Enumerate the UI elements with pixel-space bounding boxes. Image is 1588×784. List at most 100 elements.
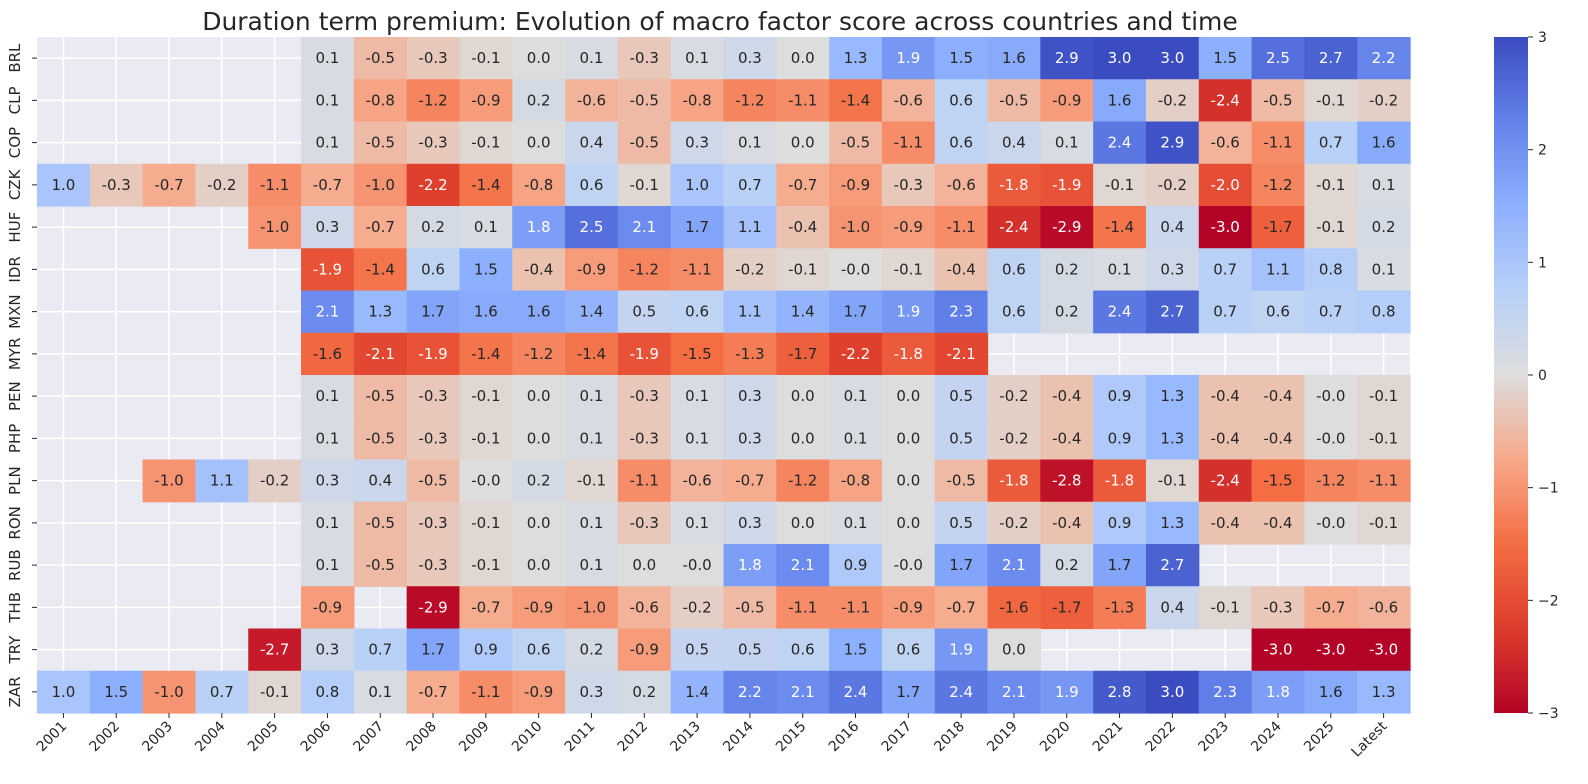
cell-label: -1.7 <box>788 345 817 363</box>
heatmap-cell <box>406 248 461 292</box>
heatmap-cell <box>670 417 725 461</box>
cell-label: 0.1 <box>316 134 340 152</box>
cell-label: 1.3 <box>844 49 868 67</box>
cell-label: 2.4 <box>949 683 973 701</box>
heatmap-cell <box>723 501 777 545</box>
cell-label: -0.4 <box>788 218 817 236</box>
heatmap-cell <box>459 544 513 587</box>
cell-label: 1.7 <box>949 556 973 574</box>
cell-label: -0.1 <box>1316 91 1345 109</box>
heatmap-cell <box>406 670 461 714</box>
heatmap-cell <box>617 206 672 249</box>
heatmap-cell <box>406 163 461 207</box>
cell-label: -0.9 <box>524 598 553 616</box>
cell-label: 0.2 <box>527 472 551 490</box>
heatmap-cell <box>1304 290 1358 334</box>
cell-label: 2.7 <box>1160 303 1184 321</box>
x-tick-label: 2012 <box>615 719 652 756</box>
heatmap-cell <box>670 290 725 334</box>
x-tick-label: 2018 <box>931 719 968 756</box>
heatmap-cell <box>1040 417 1094 461</box>
cell-label: 1.6 <box>1002 49 1026 67</box>
cell-label: -0.2 <box>207 176 236 194</box>
heatmap-cell <box>565 670 619 714</box>
cell-label: 0.1 <box>580 556 604 574</box>
cell-label: -3.0 <box>1263 641 1292 659</box>
chart-title: Duration term premium: Evolution of macr… <box>202 7 1238 36</box>
x-tick-label: 2022 <box>1143 719 1180 756</box>
colorbar-tick-label: 1 <box>1538 255 1547 271</box>
cell-label: 0.4 <box>1160 218 1184 236</box>
heatmap-cell <box>1304 121 1358 165</box>
cell-label: -0.3 <box>630 514 659 532</box>
heatmap-cell <box>776 501 830 545</box>
heatmap-cell <box>1093 206 1147 249</box>
heatmap-cell <box>565 206 619 249</box>
cell-label: -0.0 <box>1316 387 1345 405</box>
cell-label: 0.0 <box>527 387 551 405</box>
cell-label: -0.9 <box>1052 91 1081 109</box>
cell-label: -0.3 <box>630 49 659 67</box>
cell-label: -0.4 <box>1211 429 1240 447</box>
heatmap-cell <box>617 417 672 461</box>
heatmap-cell <box>1093 501 1147 545</box>
cell-label: 1.8 <box>738 556 762 574</box>
heatmap-cell <box>459 670 513 714</box>
cell-label: -1.1 <box>630 472 659 490</box>
heatmap-cell <box>1357 290 1411 334</box>
heatmap-cell <box>459 206 513 249</box>
cell-label: -1.2 <box>630 260 659 278</box>
cell-label: 0.0 <box>896 514 920 532</box>
heatmap-cell <box>881 670 936 714</box>
cell-label: -1.1 <box>471 683 500 701</box>
cell-label: -0.6 <box>1369 598 1398 616</box>
cell-label: -0.0 <box>471 472 500 490</box>
cell-label: 0.5 <box>685 641 709 659</box>
heatmap-cell <box>1093 163 1147 207</box>
cell-label: 2.5 <box>1266 49 1290 67</box>
cell-label: -0.9 <box>630 641 659 659</box>
cell-label: -0.2 <box>1158 91 1187 109</box>
heatmap-cell <box>1198 586 1253 630</box>
heatmap-cell <box>248 459 302 503</box>
cell-label: 2.5 <box>580 218 604 236</box>
heatmap-cell <box>406 290 461 334</box>
heatmap-cell <box>829 670 883 714</box>
cell-label: 0.0 <box>791 387 815 405</box>
heatmap-cell <box>1145 206 1200 249</box>
cell-label: 0.7 <box>738 176 762 194</box>
cell-label: 0.1 <box>580 49 604 67</box>
heatmap-cell <box>1304 375 1358 418</box>
cell-label: 1.0 <box>685 176 709 194</box>
heatmap-cell <box>723 206 777 249</box>
heatmap-cell <box>406 375 461 418</box>
y-tick-label: PEN <box>6 381 24 411</box>
heatmap-cell <box>1198 501 1253 545</box>
cell-label: 1.4 <box>580 303 604 321</box>
cell-label: 0.1 <box>738 134 762 152</box>
cell-label: 0.3 <box>1160 260 1184 278</box>
cell-label: -1.4 <box>471 176 500 194</box>
cell-label: -1.1 <box>894 134 923 152</box>
heatmap-cell <box>829 417 883 461</box>
cell-label: 2.1 <box>1002 683 1026 701</box>
cell-label: -0.1 <box>1369 429 1398 447</box>
cell-label: -0.4 <box>1263 387 1292 405</box>
cell-label: -0.1 <box>471 134 500 152</box>
heatmap-cell <box>301 332 355 376</box>
cell-label: -3.0 <box>1369 641 1398 659</box>
y-tick-label: PLN <box>6 466 24 495</box>
cell-label: -0.2 <box>1369 91 1398 109</box>
heatmap-cell <box>301 628 355 672</box>
cell-label: -1.9 <box>1052 176 1081 194</box>
cell-label: -1.7 <box>1052 598 1081 616</box>
cell-label: 1.5 <box>1213 49 1237 67</box>
cell-label: 0.1 <box>685 387 709 405</box>
cell-label: -0.4 <box>1211 387 1240 405</box>
heatmap-cell <box>1198 290 1253 334</box>
cell-label: 0.7 <box>1213 260 1237 278</box>
cell-label: -1.0 <box>577 598 606 616</box>
heatmap-cell <box>1251 628 1305 672</box>
cell-label: 0.1 <box>316 429 340 447</box>
heatmap-cell <box>1093 248 1147 292</box>
